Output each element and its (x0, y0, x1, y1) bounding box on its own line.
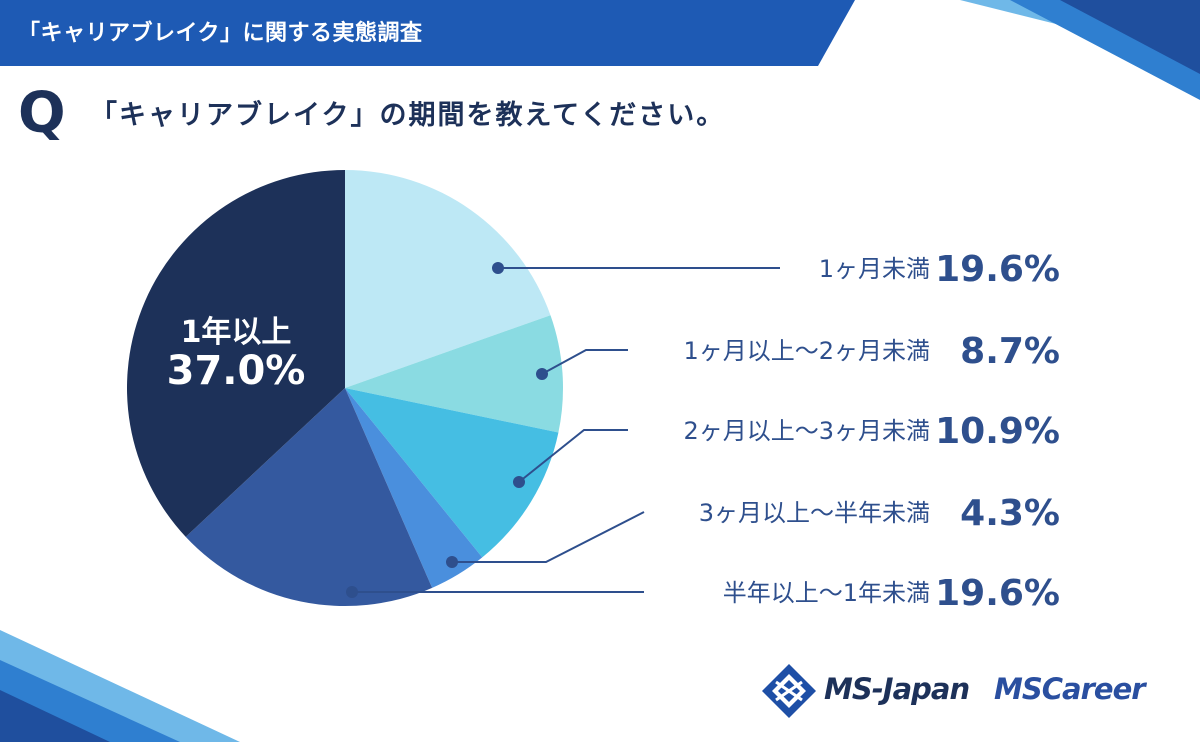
slice-category-label: 半年以上～1年未満 (723, 579, 930, 607)
slice-percent-label: 10.9% (935, 411, 1060, 452)
question-text: 「キャリアブレイク」の期間を教えてください。 (90, 100, 726, 131)
slice-category-label: 2ヶ月以上～3ヶ月未満 (683, 417, 930, 445)
slice-percent-label-inside: 37.0% (167, 348, 306, 394)
slice-category-label: 1ヶ月以上～2ヶ月未満 (683, 337, 930, 365)
slice-percent-label: 4.3% (960, 493, 1060, 534)
slice-percent-label: 19.6% (935, 249, 1060, 290)
leader-dot (513, 476, 525, 488)
pie-slice (185, 388, 433, 606)
question-mark: Q (18, 81, 66, 146)
pie-slice (126, 170, 346, 537)
leader-dot (492, 262, 504, 274)
pie-slice (345, 315, 563, 433)
pie-slice (345, 388, 483, 588)
pie-slice (345, 388, 559, 558)
pie-slice (345, 170, 551, 388)
slice-category-label: 1ヶ月未満 (819, 255, 930, 283)
slice-category-label: 3ヶ月以上～半年未満 (699, 499, 930, 527)
ms-career-logo-text: MSCareer (994, 672, 1146, 706)
leader-dot (536, 368, 548, 380)
ms-japan-logo-text: MS-Japan (824, 672, 970, 706)
leader-line (518, 429, 628, 483)
leader-dot (446, 556, 458, 568)
leader-line (452, 511, 645, 563)
slice-category-label-inside: 1年以上 (181, 315, 292, 350)
slice-percent-label: 19.6% (935, 573, 1060, 614)
leader-dot (346, 586, 358, 598)
leader-line (541, 349, 628, 375)
slice-percent-label: 8.7% (960, 331, 1060, 372)
ms-japan-logo-icon (762, 664, 816, 718)
banner-title: 「キャリアブレイク」に関する実態調査 (18, 21, 423, 46)
